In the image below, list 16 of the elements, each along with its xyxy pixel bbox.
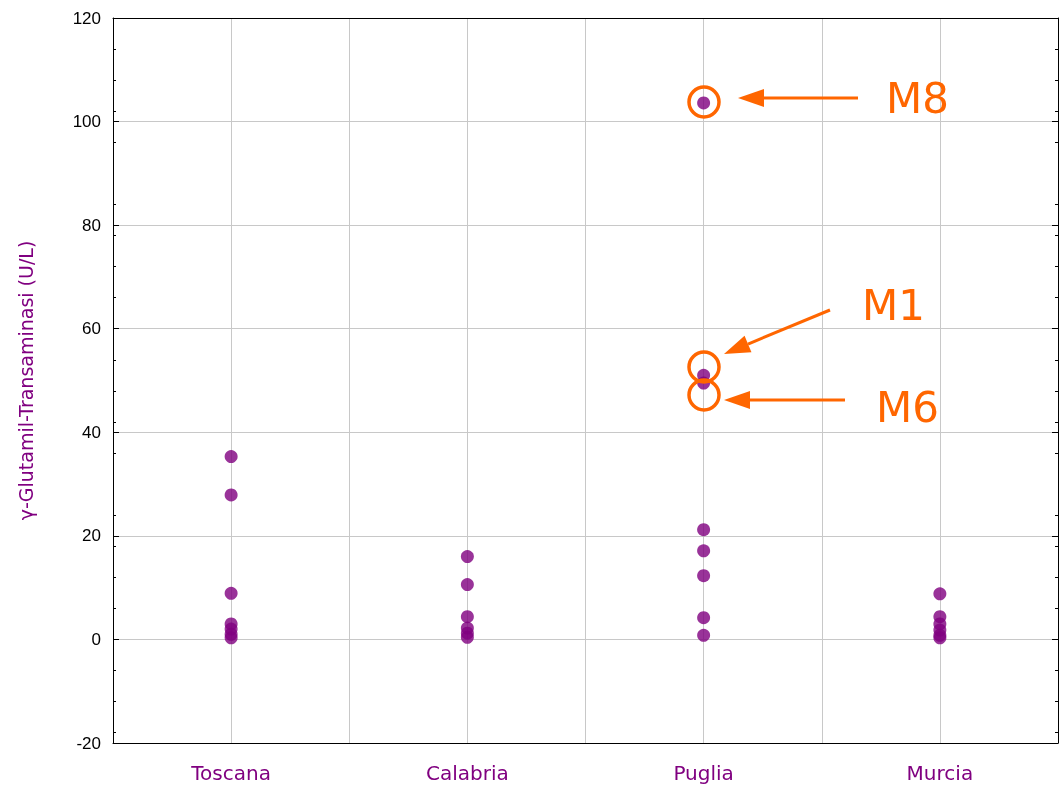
x-tick-label: Calabria	[425, 761, 509, 785]
x-tick-label: Puglia	[673, 761, 734, 785]
y-tick-label: 40	[82, 422, 101, 442]
x-tick-label: Toscana	[190, 761, 271, 785]
y-tick-label: 80	[82, 215, 101, 235]
annotation: M1	[862, 280, 925, 330]
y-tick-label: 0	[91, 629, 101, 649]
y-tick-label: 20	[82, 526, 101, 546]
annotation: M6	[876, 382, 939, 432]
y-tick-label: 60	[82, 319, 101, 339]
y-axis-title: γ-Glutamil-Transaminasi (U/L)	[14, 240, 37, 521]
y-tick-label: -20	[76, 733, 101, 753]
y-tick-label: 100	[72, 112, 101, 132]
annotation: M8	[886, 73, 949, 123]
y-tick-label: 120	[72, 8, 101, 28]
x-tick-label: Murcia	[906, 761, 974, 785]
